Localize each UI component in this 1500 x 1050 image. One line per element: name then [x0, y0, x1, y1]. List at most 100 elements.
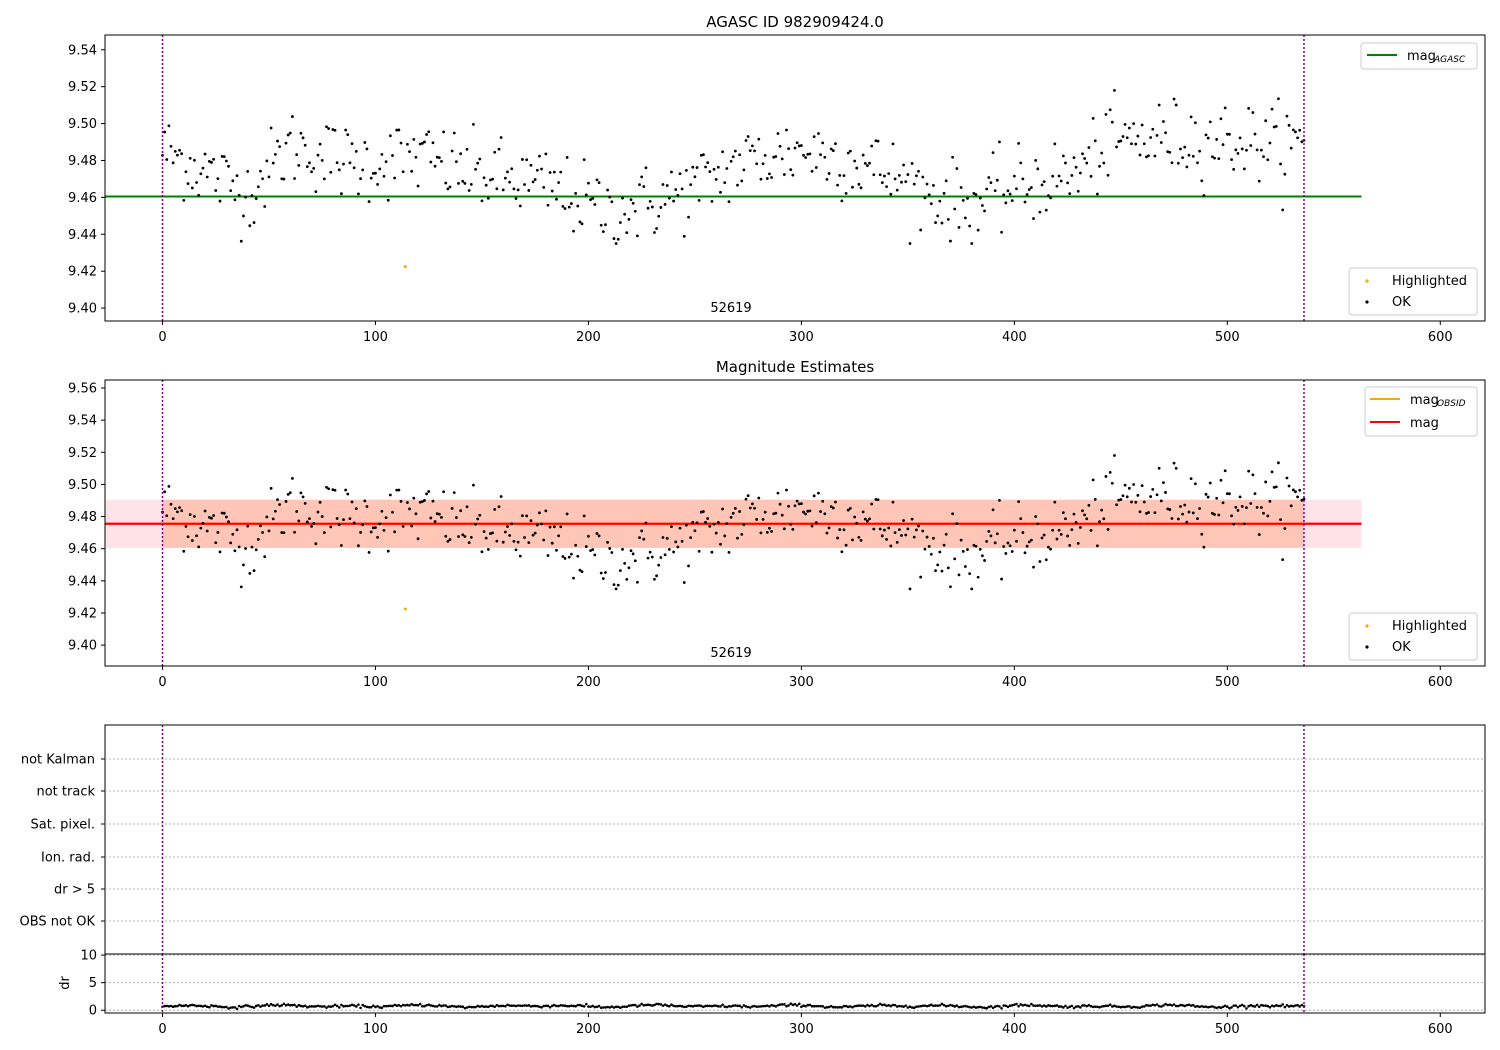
ok-point: [1051, 174, 1055, 178]
dr-point: [717, 1005, 720, 1008]
ok-point: [1000, 577, 1003, 581]
ok-point: [906, 173, 910, 176]
ok-point: [295, 510, 299, 513]
ok-point: [657, 214, 661, 218]
ok-point: [900, 180, 903, 184]
ok-point: [350, 500, 354, 504]
dr-point: [1285, 1003, 1289, 1007]
ok-point: [542, 186, 546, 189]
panel-content: [105, 380, 1362, 666]
ok-point: [808, 509, 812, 513]
dr-point: [403, 1004, 407, 1007]
dr-point: [244, 1004, 247, 1007]
ok-point: [689, 536, 693, 539]
ok-point: [763, 153, 767, 157]
ok-point: [810, 524, 814, 528]
dr-x-tick-label: 600: [1428, 1022, 1453, 1037]
ok-point: [716, 165, 720, 169]
ok-point: [859, 538, 863, 542]
dr-point: [1047, 1004, 1050, 1007]
ok-point: [329, 170, 333, 174]
ok-point: [887, 172, 891, 176]
ok-point: [1247, 106, 1251, 110]
ok-point: [738, 153, 742, 157]
ok-point: [342, 162, 345, 166]
ok-point: [420, 141, 424, 145]
dr-point: [972, 1005, 976, 1009]
ok-point: [412, 137, 416, 141]
dr-point: [208, 1005, 211, 1009]
dr-point: [320, 1005, 324, 1008]
dr-point: [1004, 1004, 1008, 1008]
dr-point: [623, 1005, 626, 1008]
dr-point: [376, 1004, 379, 1008]
dr-point: [267, 1004, 271, 1008]
ok-point: [1115, 145, 1118, 149]
ok-point: [1072, 512, 1076, 516]
dr-point: [372, 1004, 375, 1007]
ok-point: [714, 178, 718, 181]
ok-point: [374, 171, 377, 175]
dr-point: [472, 1005, 475, 1009]
dr-point: [599, 1006, 603, 1010]
ok-point: [836, 536, 839, 540]
ok-point: [1066, 534, 1069, 538]
dr-point: [783, 1003, 786, 1006]
y-tick-label: 9.56: [68, 382, 97, 397]
ok-point: [516, 188, 520, 192]
dr-point: [478, 1005, 482, 1008]
ok-point: [314, 190, 318, 194]
ok-point: [697, 549, 701, 553]
x-tick-label: 0: [158, 330, 166, 345]
dr-point: [949, 1003, 952, 1007]
dr-point: [421, 1004, 424, 1008]
ok-point: [1251, 111, 1255, 114]
ok-point: [499, 495, 503, 498]
dr-point: [819, 1004, 822, 1008]
dr-point: [282, 1002, 286, 1006]
ok-point: [516, 540, 520, 544]
ok-point: [491, 177, 494, 181]
ok-point: [329, 525, 333, 529]
ok-point: [949, 239, 952, 243]
dr-point: [239, 1005, 243, 1009]
dr-point: [1100, 1005, 1103, 1008]
dr-point: [785, 1004, 788, 1008]
ok-point: [893, 531, 897, 535]
ok-point: [163, 490, 167, 494]
ok-point: [591, 196, 595, 200]
dr-point: [755, 1005, 758, 1009]
ok-point: [753, 149, 756, 153]
ok-point: [312, 166, 316, 170]
dr-point: [308, 1005, 311, 1008]
dr-point: [237, 1004, 241, 1008]
dr-point: [1236, 1005, 1240, 1009]
dr-point: [1172, 1003, 1176, 1006]
ok-point: [318, 500, 322, 504]
dr-point: [727, 1005, 731, 1008]
dr-point: [900, 1005, 903, 1008]
ok-point: [727, 200, 731, 204]
ok-point: [297, 519, 301, 523]
ok-point: [574, 191, 578, 195]
dr-x-tick-label: 300: [789, 1022, 814, 1037]
ok-point: [880, 181, 884, 184]
dr-point: [789, 1002, 793, 1005]
ok-point: [667, 547, 671, 551]
dr-point: [1119, 1005, 1123, 1009]
ok-point: [678, 172, 682, 176]
ok-point: [897, 174, 901, 177]
dr-point: [506, 1003, 509, 1007]
dr-point: [1230, 1006, 1233, 1009]
ok-point: [282, 531, 286, 535]
ok-point: [1027, 188, 1031, 191]
ok-point: [1047, 194, 1050, 198]
ok-point: [974, 193, 978, 196]
dr-point: [369, 1005, 373, 1009]
dr-point: [504, 1005, 507, 1008]
ok-point: [1242, 167, 1246, 171]
dr-point: [1223, 1004, 1227, 1008]
ok-point: [814, 166, 818, 169]
dr-point: [1206, 1005, 1210, 1009]
dr-point: [1296, 1003, 1299, 1007]
